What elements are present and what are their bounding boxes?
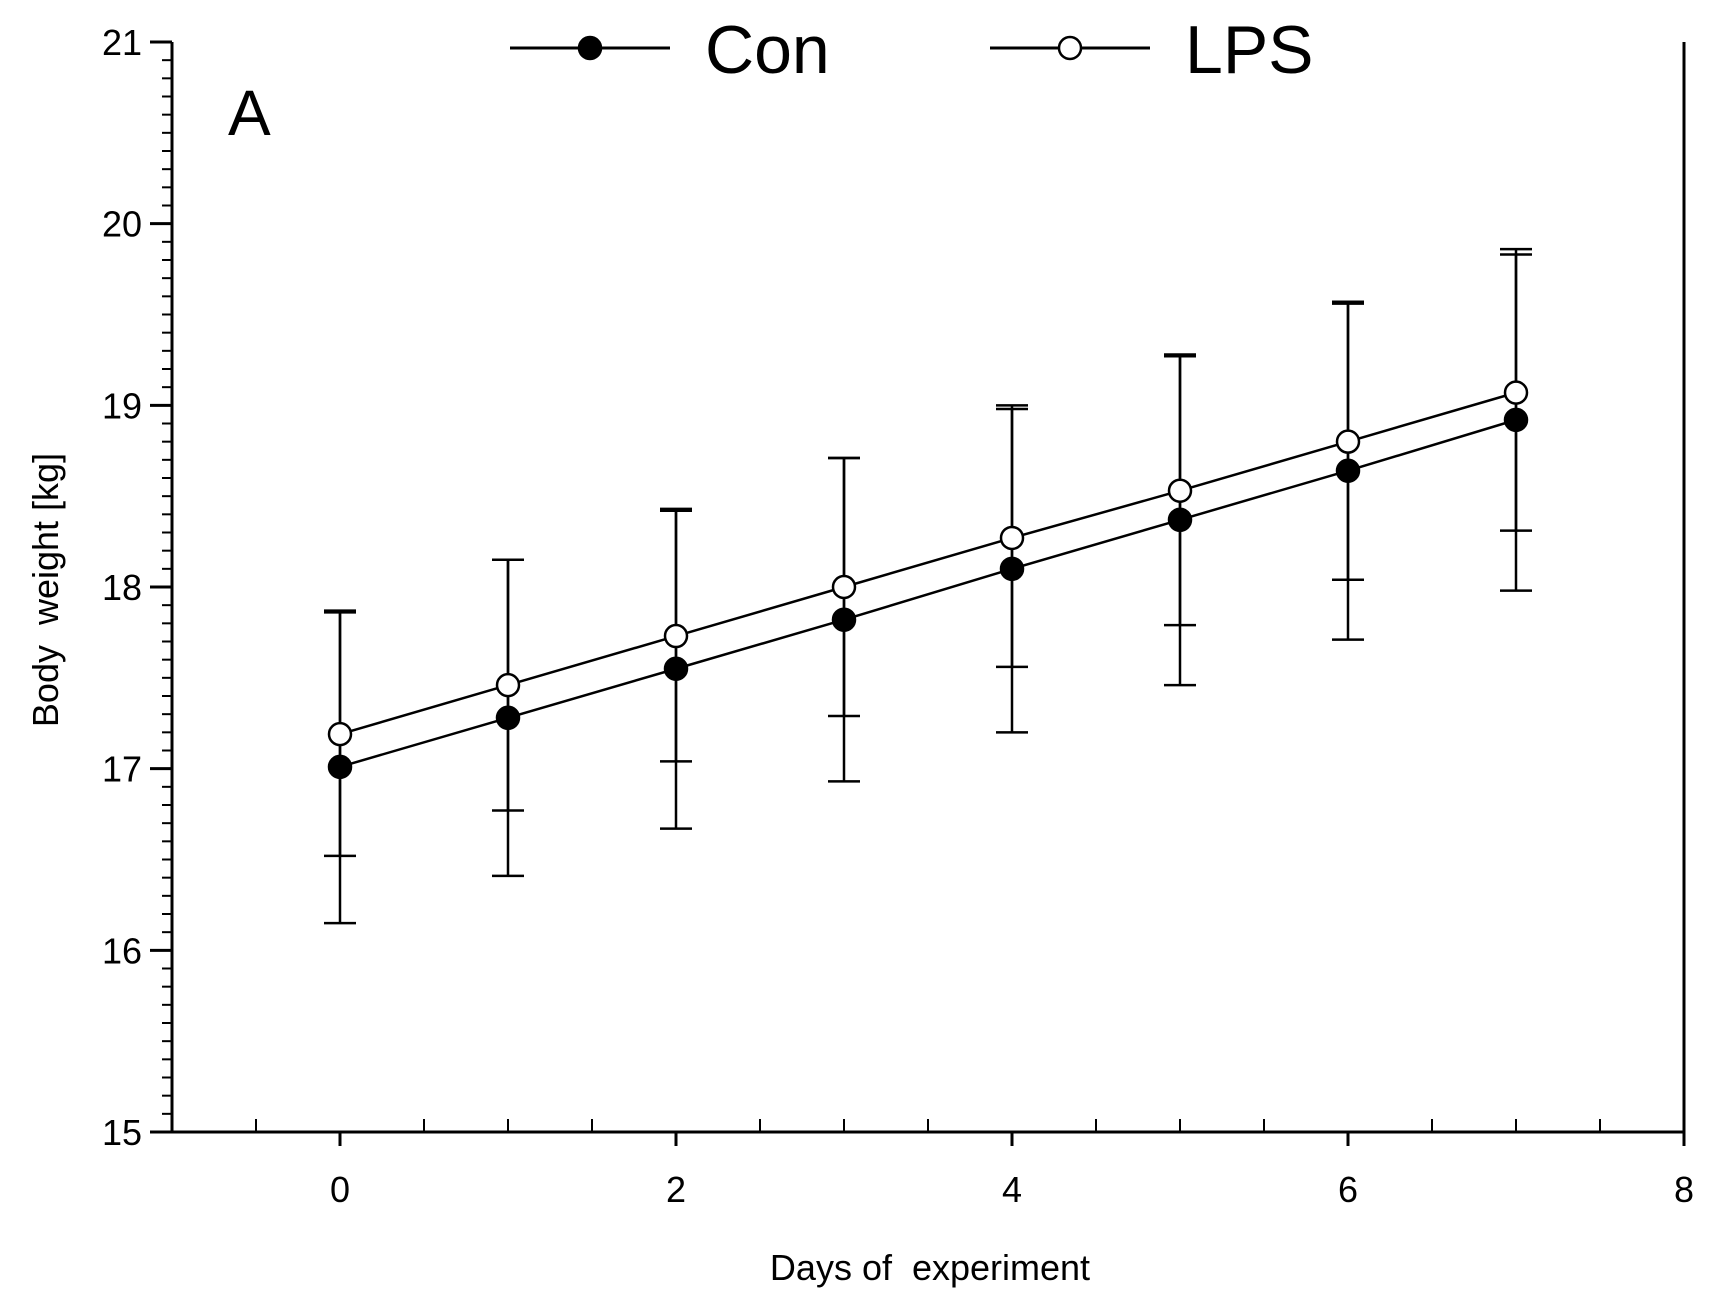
data-point-lps: [1503, 380, 1529, 405]
series-line-con: [339, 418, 1517, 769]
legend-layer: Con LPS: [510, 12, 1314, 88]
x-tick-label: 2: [666, 1169, 686, 1210]
legend-label: Con: [705, 12, 830, 88]
data-point-lps: [831, 574, 857, 600]
y-tick-label: 16: [102, 930, 142, 971]
y-tick-label: 20: [102, 204, 142, 245]
x-tick-label: 8: [1674, 1169, 1694, 1210]
legend-marker: [577, 35, 603, 61]
x-axis-label: Days of experiment: [770, 1247, 1090, 1288]
y-tick-label: 18: [102, 567, 142, 608]
data-point-lps: [1167, 478, 1193, 503]
legend-item-lps: LPS: [990, 12, 1314, 88]
panel-label: A: [228, 77, 271, 149]
y-axis-label: Body weight [kg]: [25, 453, 66, 727]
y-tick-label: 21: [102, 22, 142, 63]
y-tick-label: 17: [102, 749, 142, 790]
y-tick-label: 19: [102, 385, 142, 426]
x-tick-label: 4: [1002, 1169, 1022, 1210]
data-point-lps: [999, 525, 1025, 551]
series-lps: [324, 253, 1532, 858]
legend-item-con: Con: [510, 12, 830, 88]
legend-label: LPS: [1185, 12, 1314, 88]
axes-layer: 15 16 17 18 19 20 21 0 2 4 6 8: [102, 22, 1694, 1210]
data-point-lps: [663, 623, 689, 649]
series-layer: [324, 247, 1532, 925]
data-point-lps: [1335, 429, 1361, 454]
x-tick-label: 6: [1338, 1169, 1358, 1210]
legend-marker: [1057, 35, 1083, 61]
data-point-lps: [327, 721, 353, 747]
series-con: [324, 247, 1532, 925]
data-point-lps: [495, 672, 521, 698]
series-line-lps: [339, 391, 1517, 736]
y-tick-label: 15: [102, 1112, 142, 1153]
x-tick-label: 0: [330, 1169, 350, 1210]
